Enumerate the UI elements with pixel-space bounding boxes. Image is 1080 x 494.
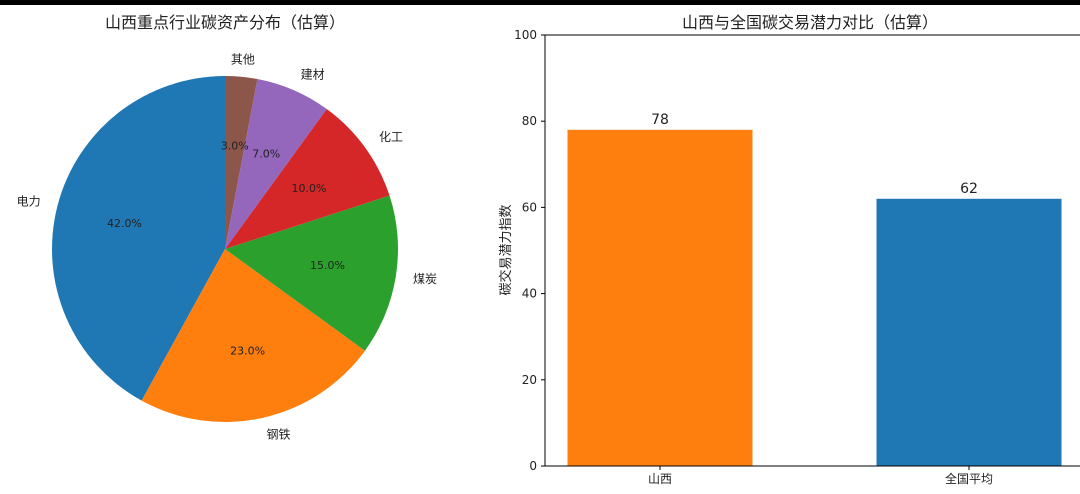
x-tick-label: 山西 [648, 472, 672, 486]
pie-category-label: 钢铁 [267, 428, 291, 442]
pie-chart-title: 山西重点行业碳资产分布（估算） [105, 13, 345, 32]
pie-percent-label: 3.0% [221, 140, 249, 153]
pie-slices [52, 76, 398, 422]
bar-value-label: 78 [651, 112, 669, 128]
pie-chart: 山西重点行业碳资产分布（估算） 42.0% 电力 23.0% 钢铁 15.0% 煤炭 10.… [17, 13, 437, 442]
pie-percent-label: 7.0% [252, 148, 280, 161]
pie-labels: 42.0% 电力 23.0% 钢铁 15.0% 煤炭 10.0% 化工 7.0% 建材 3.0% 其他 [17, 53, 437, 442]
axes [544, 34, 1080, 467]
pie-percent-label: 10.0% [292, 182, 327, 195]
y-axis-ticks: 0 20 40 60 80 100 [514, 28, 545, 473]
bar-chart-title: 山西与全国碳交易潜力对比（估算） [682, 13, 938, 32]
bar-value-labels: 78 62 [651, 112, 978, 197]
y-tick-label: 80 [522, 114, 537, 128]
bars [567, 129, 1062, 466]
y-tick-label: 100 [514, 28, 537, 42]
pie-slice [225, 79, 327, 249]
pie-percent-label: 15.0% [310, 259, 345, 272]
x-tick-label: 全国平均 [945, 471, 993, 486]
pie-slice [225, 109, 390, 249]
pie-slice [141, 249, 365, 422]
y-tick-label: 60 [522, 200, 537, 214]
y-axis-label: 碳交易潜力指数 [498, 204, 514, 295]
y-tick-label: 0 [529, 459, 537, 473]
y-tick-label: 40 [522, 287, 537, 301]
pie-category-label: 化工 [379, 130, 403, 144]
pie-category-label: 其他 [231, 53, 255, 67]
pie-slice [52, 76, 226, 401]
bar-value-label: 62 [960, 181, 978, 197]
x-axis-ticks: 山西 全国平均 [648, 466, 993, 486]
pie-category-label: 电力 [17, 195, 41, 209]
pie-percent-label: 42.0% [107, 217, 142, 230]
bar [567, 129, 753, 466]
pie-slice [225, 76, 258, 249]
bar-chart: 山西与全国碳交易潜力对比（估算） 78 62 0 20 40 60 80 100 山西 全国平… [498, 13, 1080, 486]
bar [876, 198, 1062, 466]
pie-slice [225, 195, 398, 351]
pie-category-label: 建材 [301, 67, 325, 81]
pie-category-label: 煤炭 [413, 272, 437, 286]
pie-percent-label: 23.0% [230, 344, 265, 357]
y-tick-label: 20 [522, 373, 537, 387]
top-border [0, 0, 1080, 5]
